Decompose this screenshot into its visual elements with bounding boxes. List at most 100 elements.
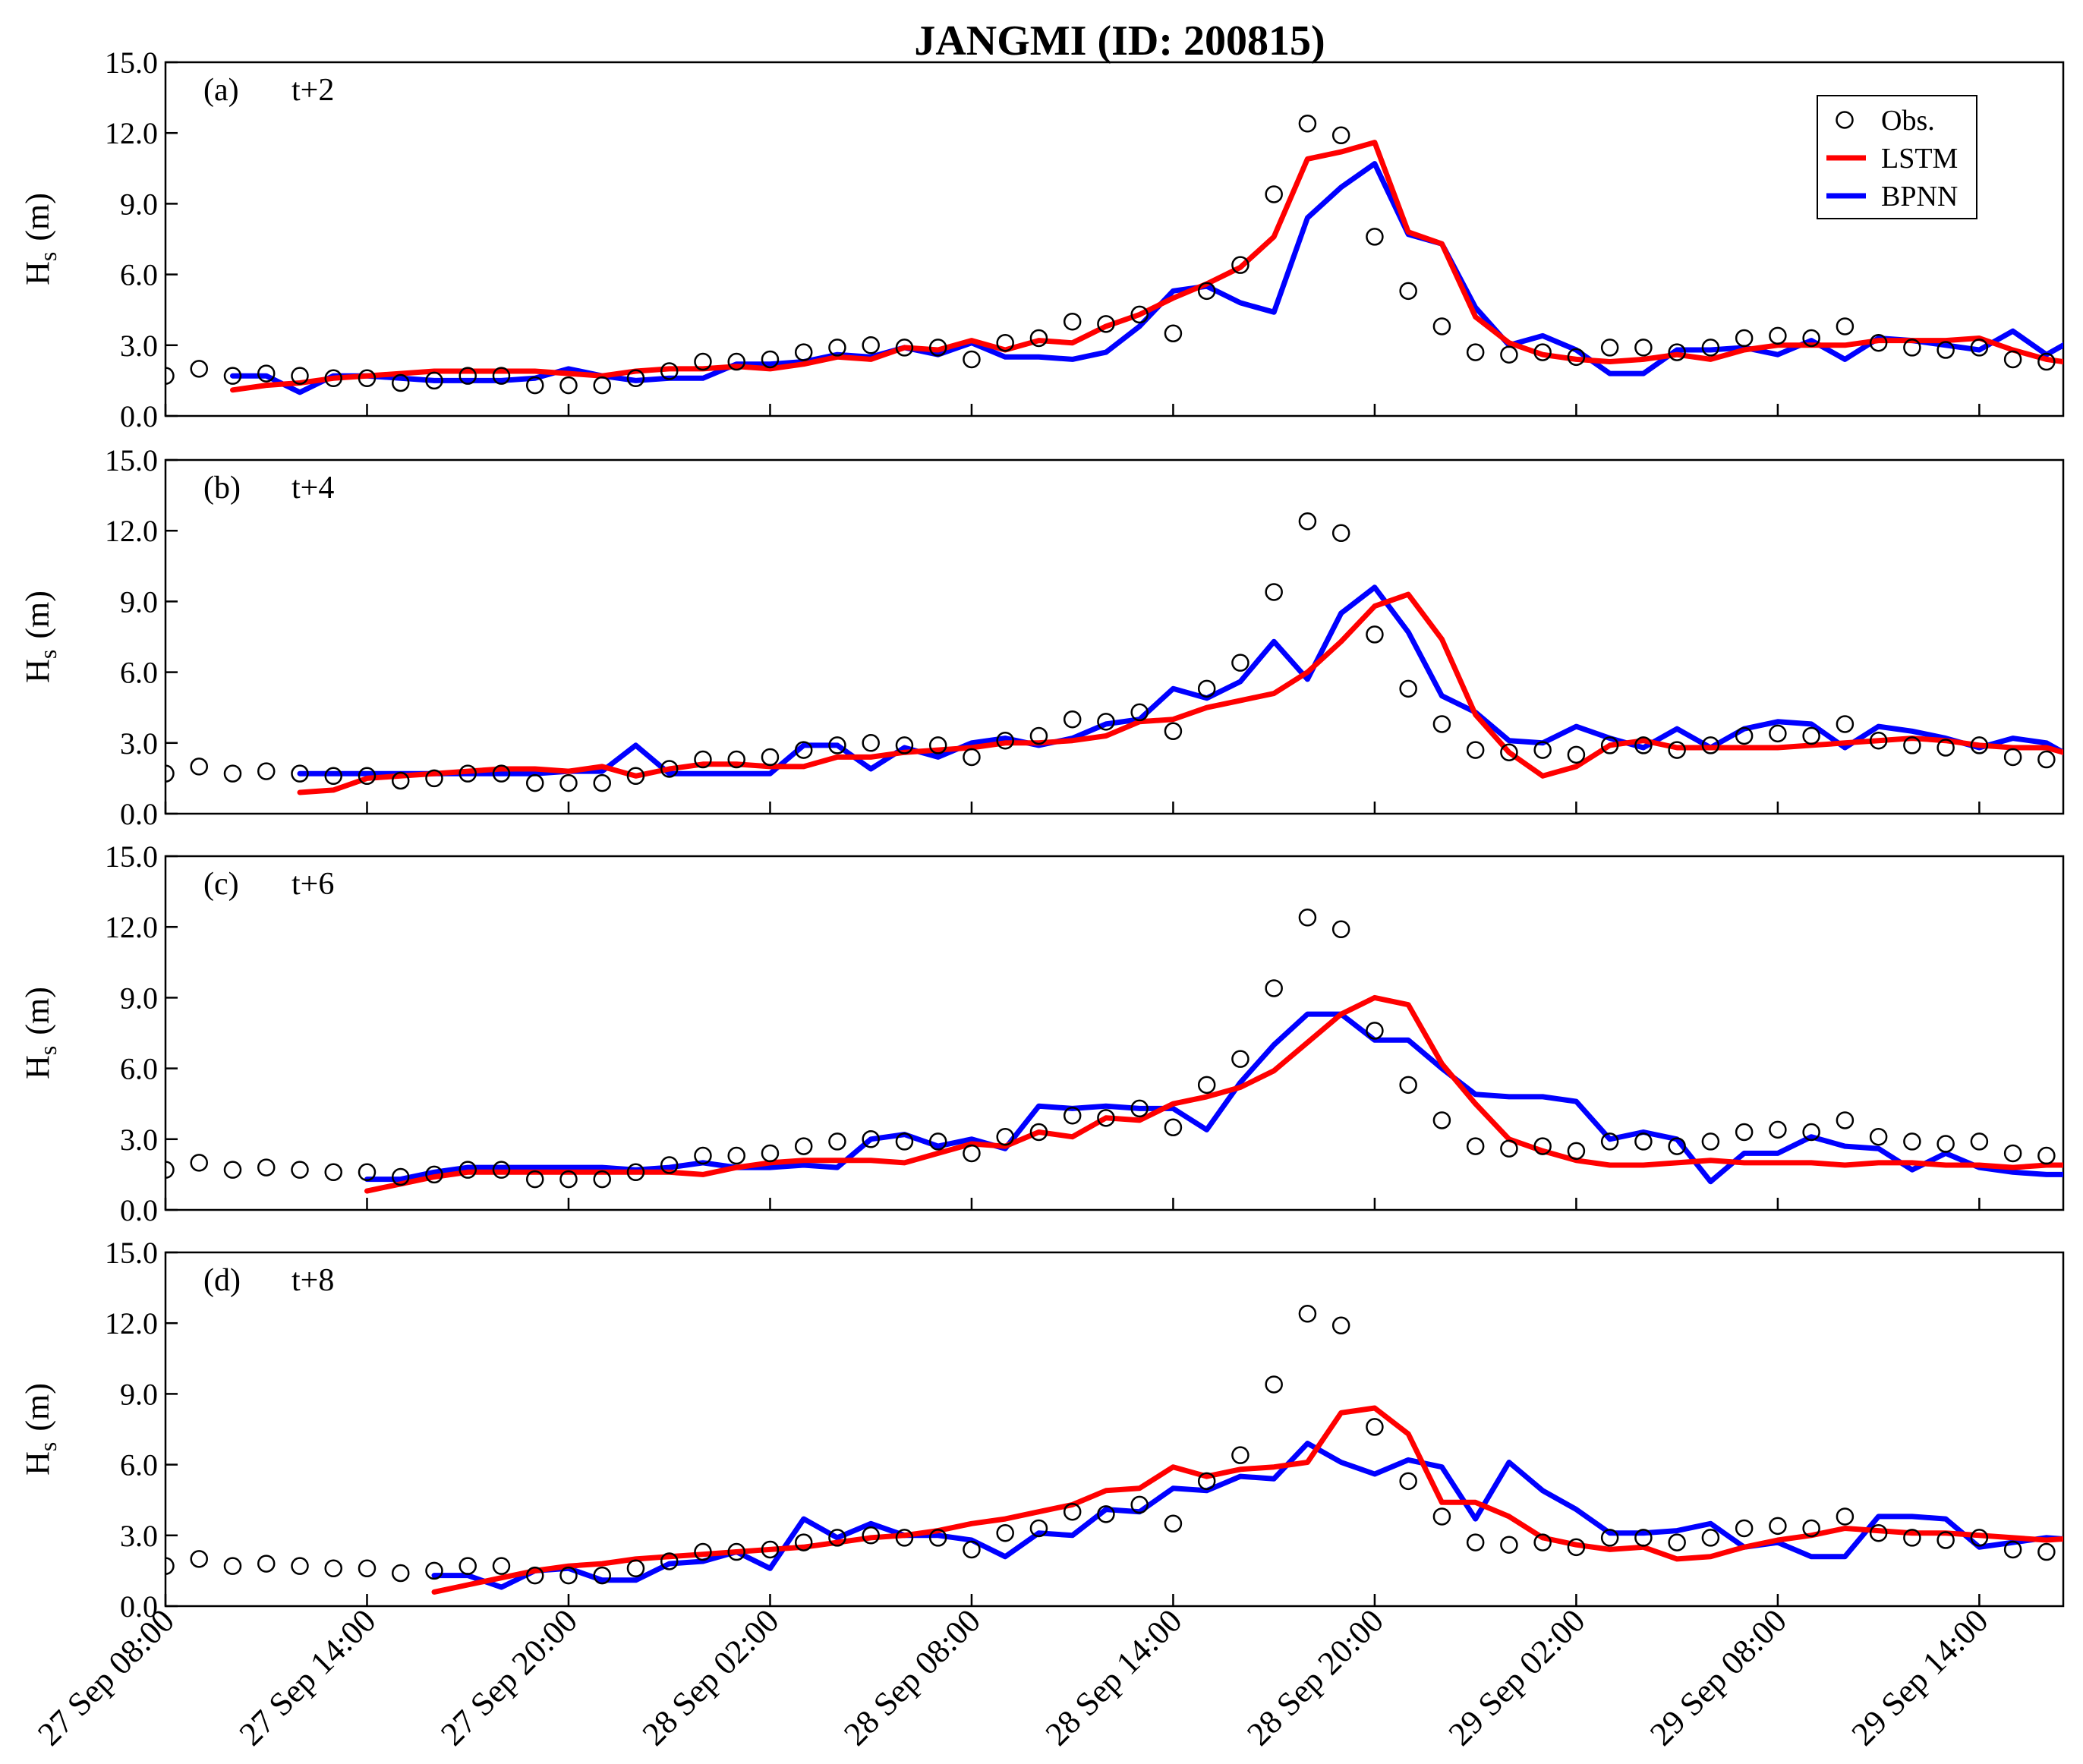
- obs-point: [391, 771, 410, 790]
- obs-point: [492, 1161, 511, 1179]
- obs-point: [1970, 1132, 1989, 1151]
- obs-point: [1366, 1418, 1384, 1436]
- obs-point: [1701, 736, 1720, 754]
- obs-point: [1500, 1536, 1518, 1554]
- bpnn-series-line: [364, 1011, 2063, 1185]
- obs-point: [291, 764, 309, 783]
- obs-point: [1869, 1523, 1888, 1542]
- plot-area: [165, 512, 2063, 795]
- x-tick-label: 29 Sep 08:00: [1643, 1602, 1794, 1753]
- obs-point: [1366, 228, 1384, 246]
- bpnn-series-line: [431, 1441, 2063, 1590]
- obs-point: [559, 773, 578, 792]
- obs-point: [1097, 1505, 1115, 1523]
- obs-point: [391, 1564, 410, 1583]
- obs-point: [1533, 1533, 1552, 1551]
- obs-point: [862, 1130, 880, 1148]
- obs-point: [828, 1529, 846, 1547]
- obs-point: [1231, 1446, 1249, 1464]
- obs-point: [2003, 1540, 2022, 1559]
- obs-point: [895, 1132, 914, 1151]
- obs-point: [525, 376, 544, 395]
- legend: Obs. LSTM BPNN: [1817, 95, 1977, 219]
- obs-point: [1735, 329, 1754, 348]
- obs-point: [358, 1559, 377, 1578]
- obs-point: [1936, 341, 1955, 359]
- obs-point: [1802, 329, 1820, 348]
- obs-point: [928, 1132, 947, 1151]
- obs-point: [761, 350, 780, 369]
- y-tick-label: 15.0: [105, 1236, 158, 1270]
- obs-point: [257, 364, 276, 383]
- obs-point: [559, 376, 578, 395]
- obs-point: [1970, 1529, 1989, 1547]
- obs-point: [1063, 710, 1082, 729]
- obs-point: [1197, 1472, 1216, 1491]
- obs-point: [1197, 1076, 1216, 1095]
- obs-point: [963, 1540, 981, 1559]
- obs-point: [2037, 352, 2056, 371]
- obs-point: [1432, 715, 1451, 733]
- panel-lead-time: t+6: [291, 867, 334, 902]
- obs-point: [1265, 185, 1283, 203]
- panel-frame: [164, 61, 2065, 417]
- obs-point: [963, 350, 981, 369]
- obs-point: [828, 736, 846, 754]
- obs-point: [324, 1559, 342, 1578]
- obs-point: [257, 1555, 276, 1573]
- obs-point: [1533, 343, 1552, 361]
- obs-point: [593, 1170, 611, 1189]
- legend-entry-label: Obs.: [1881, 105, 1935, 137]
- obs-point: [1130, 1099, 1149, 1118]
- obs-point: [1130, 703, 1149, 722]
- obs-point: [1970, 339, 1989, 357]
- obs-point: [1466, 343, 1485, 361]
- y-tick-label: 0.0: [120, 1589, 158, 1624]
- y-tick-label: 0.0: [120, 797, 158, 831]
- obs-point: [626, 369, 645, 388]
- obs-point: [1903, 736, 1921, 754]
- obs-point: [1903, 1132, 1921, 1151]
- obs-point: [1634, 1529, 1653, 1547]
- legend-entry-label: LSTM: [1881, 143, 1958, 175]
- obs-point: [1366, 1022, 1384, 1040]
- obs-point: [626, 767, 645, 786]
- obs-point: [1466, 741, 1485, 759]
- obs-point: [1836, 1111, 1855, 1129]
- obs-point: [660, 760, 679, 778]
- obs-point: [1869, 731, 1888, 750]
- obs-point: [492, 764, 511, 783]
- panel-lead-time: t+8: [291, 1263, 334, 1298]
- obs-point: [459, 1161, 477, 1179]
- obs-point: [828, 1132, 846, 1151]
- panel-label: (a): [203, 73, 239, 108]
- obs-point: [996, 1127, 1014, 1146]
- obs-point: [1331, 920, 1350, 939]
- obs-point: [1869, 333, 1888, 352]
- obs-point: [794, 1137, 813, 1155]
- obs-point: [1769, 724, 1787, 743]
- y-tick-label: 6.0: [120, 1448, 158, 1482]
- y-tick-label: 12.0: [105, 1306, 158, 1340]
- panel-label: (b): [203, 471, 241, 506]
- obs-point: [1432, 1507, 1451, 1526]
- obs-point: [862, 336, 880, 354]
- obs-point: [1500, 1139, 1518, 1158]
- obs-point: [1567, 1538, 1586, 1557]
- obs-point: [727, 352, 745, 371]
- legend-obs-marker: [1836, 111, 1854, 129]
- obs-point: [694, 750, 712, 769]
- y-tick-label: 9.0: [120, 187, 158, 221]
- obs-point: [1533, 1137, 1552, 1155]
- obs-point: [1500, 345, 1518, 364]
- obs-point: [2003, 748, 2022, 767]
- obs-point: [425, 1561, 443, 1580]
- obs-point: [2003, 1144, 2022, 1163]
- obs-point: [1265, 1375, 1283, 1394]
- obs-point: [190, 1550, 208, 1568]
- obs-point: [727, 1146, 745, 1165]
- obs-point: [1600, 736, 1619, 754]
- y-axis-label: Hs(m): [19, 987, 61, 1079]
- obs-point: [1802, 1123, 1820, 1142]
- obs-point: [1063, 312, 1082, 331]
